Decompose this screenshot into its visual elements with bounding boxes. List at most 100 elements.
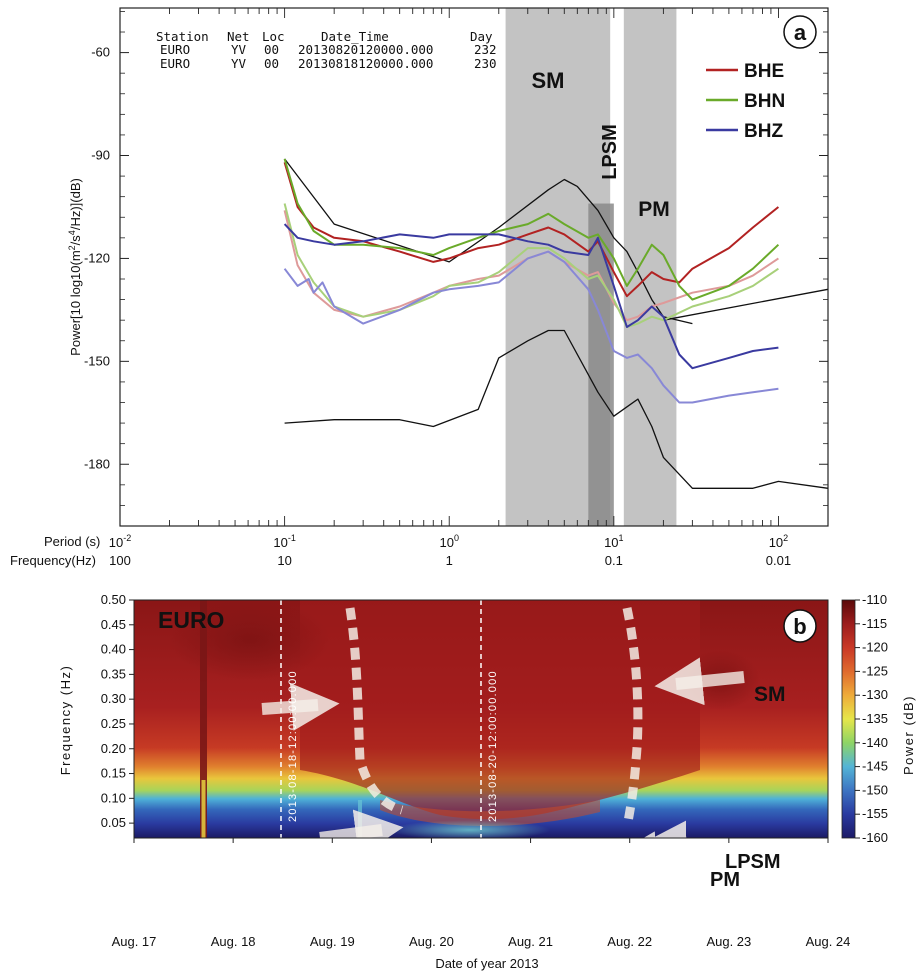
- hdr-r1-datetime: 20130820120000.000: [298, 42, 433, 57]
- x-tick-label-period: 100: [439, 533, 458, 550]
- heatmap-frame: [133, 599, 829, 839]
- band-label-lpsm: LPSM: [599, 124, 621, 180]
- heatmap-y-tick-label: 0.25: [101, 716, 126, 731]
- series-line-trace-4: [283, 203, 779, 328]
- annot-pm: PM: [710, 869, 740, 891]
- marker-label-0818: 2013-08-18-12:00:00.000: [287, 670, 299, 822]
- colorbar-tick-label: -145: [862, 759, 888, 774]
- heatmap-y-tick-label: 0.20: [101, 741, 126, 756]
- x-tick-label-period: 10-1: [273, 533, 295, 550]
- heatmap-y-tick-label: 0.45: [101, 617, 126, 632]
- colorbar-tick-label: -135: [862, 711, 888, 726]
- colorbar: [841, 599, 856, 839]
- band-lpsm: [588, 203, 614, 526]
- hdr-col-station: Station: [156, 29, 209, 44]
- x-tick-label-frequency: 10: [277, 553, 291, 568]
- arrow-pm-right: [608, 831, 658, 838]
- sm-dome: [300, 600, 700, 820]
- legend-label-bhe: BHE: [744, 61, 784, 82]
- hdr-r2-datetime: 20130818120000.000: [298, 56, 433, 71]
- series-line-bhn: [283, 158, 780, 301]
- y-tick-label: -120: [84, 250, 110, 265]
- spectrogram: [134, 600, 828, 880]
- heatmap-y-tick-label: 0.10: [101, 790, 126, 805]
- x-tick-label-frequency: 100: [109, 553, 131, 568]
- y-axis-label-b: Frequency (Hz): [58, 665, 73, 776]
- heatmap-x-tick-label: Aug. 17: [112, 934, 157, 949]
- x-axis-label-b: Date of year 2013: [435, 956, 538, 971]
- heatmap-x-tick-label: Aug. 21: [508, 934, 553, 949]
- hdr-col-loc: Loc: [262, 29, 285, 44]
- y-axis-label-a: Power[10 log10(m2/s4/Hz)](dB): [67, 178, 83, 356]
- heatmap-x-tick-label: Aug. 19: [310, 934, 355, 949]
- hdr-r1-net: YV: [231, 42, 247, 57]
- colorbar-tick-label: -150: [862, 782, 888, 797]
- hdr-r2-station: EURO: [160, 56, 190, 71]
- hdr-r2-loc: 00: [264, 56, 279, 71]
- x-tick-label-period: 101: [604, 533, 623, 550]
- heatmap-x-tick-label: Aug. 20: [409, 934, 454, 949]
- annot-sm: SM: [754, 683, 786, 706]
- panel-b: 2013-08-18-12:00:00.000 2013-08-20-12:00…: [58, 592, 916, 971]
- colorbar-ticks: -110 -115 -120 -125 -130 -135 -140 -145 -150 -155…: [855, 592, 888, 845]
- colorbar-tick-label: -125: [862, 663, 888, 678]
- marker-label-0820: 2013-08-20-12:00:00.000: [487, 670, 499, 822]
- panel-b-badge: [783, 609, 817, 643]
- colorbar-tick-label: -130: [862, 687, 888, 702]
- y-tick-label: -60: [91, 45, 110, 60]
- annot-lpsm: LPSM: [725, 851, 781, 873]
- heatmap-y-tick-label: 0.05: [101, 815, 126, 830]
- hdr-r1-loc: 00: [264, 42, 279, 57]
- hdr-r2-net: YV: [231, 56, 247, 71]
- colorbar-tick-label: -160: [862, 830, 888, 845]
- station-header: Station Net Loc Date_Time Day EURO YV 00…: [156, 29, 497, 71]
- heatmap-x-tick-label: Aug. 18: [211, 934, 256, 949]
- arrow-lpsm-left: [319, 809, 404, 838]
- colorbar-tick-label: -140: [862, 735, 888, 750]
- series-line-trace-5: [283, 250, 779, 404]
- arrow-pm-left: [328, 876, 392, 880]
- series-layer: [283, 158, 829, 489]
- x-tick-label-frequency: 1: [446, 553, 453, 568]
- colorbar-tick-label: -110: [862, 592, 887, 607]
- band-label-pm: PM: [638, 198, 670, 221]
- hdr-col-day: Day: [470, 29, 493, 44]
- series-line-bhz: [283, 223, 779, 370]
- heatmap-x-tick-label: Aug. 22: [607, 934, 652, 949]
- heatmap-y-tick-label: 0.35: [101, 666, 126, 681]
- hdr-r1-station: EURO: [160, 42, 190, 57]
- hdr-r2-day: 230: [474, 56, 497, 71]
- y-tick-label: -150: [84, 353, 110, 368]
- heatmap-y-tick-label: 0.15: [101, 766, 126, 781]
- x-tick-label-period: 10-2: [109, 533, 131, 550]
- x-tick-label-period: 102: [769, 533, 788, 550]
- arrow-sm-left: [261, 682, 340, 731]
- panel-a-badge: [783, 15, 817, 49]
- heatmap-x-tick-label: Aug. 24: [806, 934, 851, 949]
- x-tick-label-frequency: 0.1: [605, 553, 623, 568]
- hdr-col-datetime: Date_Time: [321, 29, 389, 44]
- event-streak: [200, 600, 207, 838]
- x-tick-label-frequency: 0.01: [766, 553, 791, 568]
- legend: BHE BHN BHZ: [706, 61, 785, 142]
- band-label-sm: SM: [532, 68, 565, 93]
- sm-trend-left: [345, 607, 404, 815]
- legend-label-bhz: BHZ: [744, 121, 783, 142]
- hdr-col-net: Net: [227, 29, 250, 44]
- y-tick-label: -180: [84, 456, 110, 471]
- hdr-r1-day: 232: [474, 42, 497, 57]
- band-pm: [623, 8, 677, 526]
- series-line-trace-7: [284, 329, 829, 489]
- panel-a-label: a: [794, 20, 807, 45]
- x-axis-label-period: Period (s): [44, 534, 100, 549]
- colorbar-tick-label: -155: [862, 806, 888, 821]
- heatmap-title: EURO: [158, 607, 224, 633]
- plot-frame: [119, 7, 829, 527]
- heatmap-tick-layer: 0.05 0.10 0.15 0.20 0.25 0.30 0.35 0.40 0.45 0.50…: [101, 592, 851, 949]
- heatmap-y-tick-label: 0.40: [101, 642, 126, 657]
- colorbar-tick-label: -115: [862, 616, 887, 631]
- heatmap-y-tick-label: 0.30: [101, 691, 126, 706]
